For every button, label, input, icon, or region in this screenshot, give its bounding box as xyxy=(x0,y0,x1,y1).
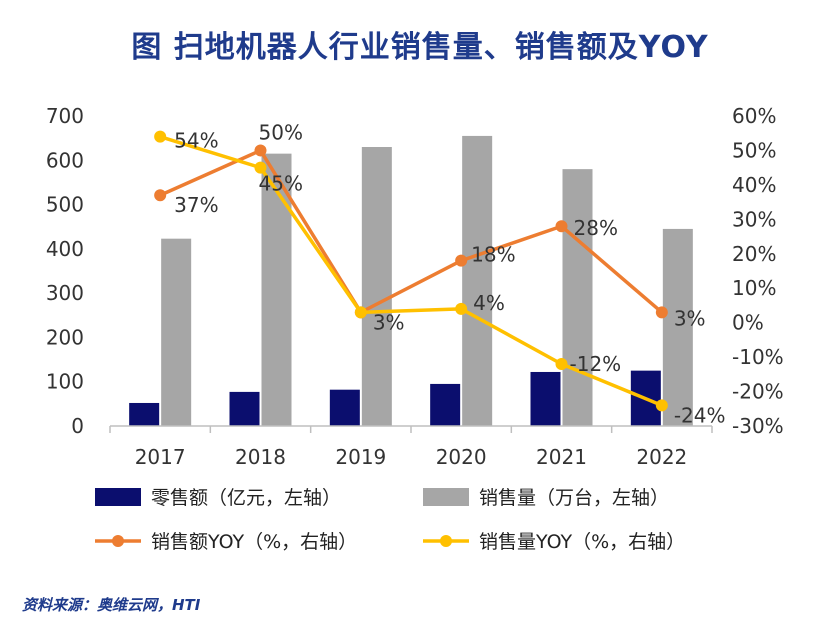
x-tick-label: 2020 xyxy=(436,445,487,469)
y-right-tick-label: 10% xyxy=(732,276,776,300)
sales-volume-bar xyxy=(261,153,292,426)
sales-value-yoy-label: 18% xyxy=(471,243,515,267)
y-right-tick-label: 40% xyxy=(732,173,776,197)
sales-volume-yoy-label: 45% xyxy=(259,172,303,196)
bars-layer xyxy=(129,135,693,426)
sales-volume-yoy-marker xyxy=(254,161,267,174)
sales-value-yoy-line xyxy=(159,148,663,315)
y-left-tick-label: 100 xyxy=(46,370,84,394)
y-right-tick-label: 30% xyxy=(732,207,776,231)
y-right-tick-label: 0% xyxy=(732,311,764,335)
y-right-tick-label: 20% xyxy=(732,242,776,266)
legend-label: 零售额（亿元，左轴） xyxy=(151,487,341,509)
y-left-tick-label: 300 xyxy=(46,281,84,305)
sales-value-yoy-marker xyxy=(154,189,167,202)
x-tick-label: 2018 xyxy=(235,445,286,469)
sales-volume-yoy-label: 54% xyxy=(174,129,218,153)
source-note: 资料来源：奥维云网，HTI xyxy=(22,596,201,614)
y-left-tick-label: 600 xyxy=(46,148,84,172)
y-right-tick-label: 60% xyxy=(732,104,776,128)
labels-layer: 37% 50% 3% 18% 28% 3% 54% 45% 4% -12% -24% xyxy=(174,120,725,427)
y-right-tick-label: -10% xyxy=(732,345,784,369)
y-left-tick-label: 0 xyxy=(71,414,84,438)
y-right-tick-label: -30% xyxy=(732,414,784,438)
legend-label: 销售额YOY（%，右轴） xyxy=(151,531,357,553)
sales-volume-yoy-line xyxy=(159,134,663,407)
sales-value-yoy-marker xyxy=(655,306,668,319)
y-right-tick-label: -20% xyxy=(732,380,784,404)
legend-swatch xyxy=(423,488,469,506)
sales-volume-bar xyxy=(562,169,593,426)
x-tick-label: 2019 xyxy=(335,445,386,469)
sales-value-yoy-label: 3% xyxy=(674,306,706,330)
y-right-tick-label: 50% xyxy=(732,138,776,162)
sales-volume-yoy-marker xyxy=(354,306,367,319)
sales-volume-yoy-label: -12% xyxy=(570,352,622,376)
y-left-tick-label: 700 xyxy=(46,104,84,128)
sales-volume-bar xyxy=(361,147,392,426)
sales-value-yoy-label: 28% xyxy=(574,216,618,240)
sales-volume-yoy-label: 4% xyxy=(473,291,505,315)
x-tick-label: 2022 xyxy=(636,445,687,469)
legend-marker xyxy=(112,535,124,547)
legend-label: 销售量YOY（%，右轴） xyxy=(479,531,685,553)
sales-volume-bar xyxy=(662,228,693,426)
sales-value-yoy-marker xyxy=(455,254,468,267)
retail-value-bar xyxy=(430,383,461,426)
chart-title: 图 扫地机器人行业销售量、销售额及YOY xyxy=(131,30,709,65)
sales-volume-yoy-marker xyxy=(555,358,568,370)
sales-volume-yoy-marker xyxy=(655,399,668,412)
retail-value-bar xyxy=(530,371,561,426)
axis-layer: 2017 2018 2019 2020 2021 2022 700 600 500 400 300 2… xyxy=(46,104,784,469)
legend-label: 销售量（万台，左轴） xyxy=(479,487,669,509)
sales-value-yoy-marker xyxy=(254,144,267,157)
sales-value-yoy-marker xyxy=(555,220,568,233)
legend: 零售额（亿元，左轴） 销售量（万台，左轴） 销售额YOY（%，右轴） 销售量YOY（%… xyxy=(95,487,685,553)
retail-value-bar xyxy=(329,389,360,426)
sales-volume-yoy-marker xyxy=(455,302,468,315)
retail-value-bar xyxy=(129,402,160,426)
y-left-tick-label: 200 xyxy=(46,325,84,349)
legend-swatch xyxy=(95,488,141,506)
y-left-tick-label: 400 xyxy=(46,237,84,261)
x-tick-label: 2017 xyxy=(135,445,186,469)
retail-value-bar xyxy=(229,391,260,426)
sales-volume-bar xyxy=(462,135,493,426)
x-tick-label: 2021 xyxy=(536,445,587,469)
lines-layer xyxy=(154,130,668,412)
y-left-tick-label: 500 xyxy=(46,193,84,217)
legend-marker xyxy=(440,535,452,547)
sales-volume-yoy-marker xyxy=(154,130,167,143)
sales-value-yoy-label: 50% xyxy=(259,120,303,144)
sales-value-yoy-label: 3% xyxy=(373,310,405,334)
sales-volume-bar xyxy=(161,238,192,426)
sales-volume-yoy-label: -24% xyxy=(674,403,726,427)
sales-value-yoy-label: 37% xyxy=(174,193,218,217)
